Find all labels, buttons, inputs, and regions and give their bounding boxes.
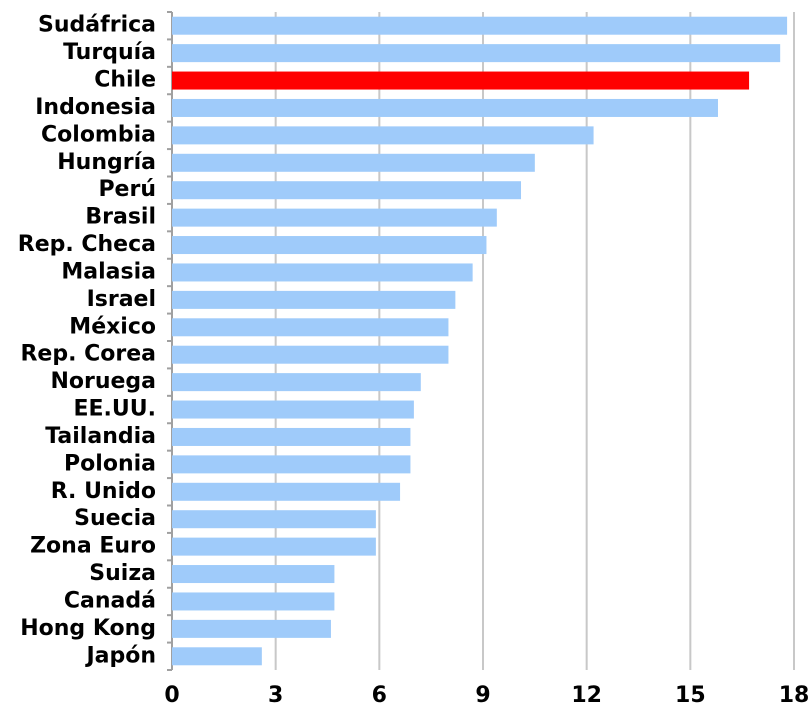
x-tick-label: 15 <box>675 683 706 708</box>
bar <box>172 208 497 227</box>
x-tick-label: 0 <box>164 683 179 708</box>
bar <box>172 236 487 255</box>
y-tick-label: Perú <box>98 177 156 202</box>
y-tick-label: Malasia <box>61 259 156 284</box>
bar <box>172 427 411 446</box>
bar <box>172 263 473 282</box>
y-tick-label: EE.UU. <box>74 397 157 422</box>
bar <box>172 345 449 364</box>
x-tick-label: 12 <box>571 683 602 708</box>
y-tick-label: Polonia <box>64 451 156 476</box>
bar <box>172 592 335 611</box>
y-tick-label: Canadá <box>64 588 156 613</box>
bar <box>172 181 522 200</box>
y-tick-label: México <box>69 314 156 339</box>
y-tick-label: Rep. Corea <box>20 342 156 367</box>
y-tick-label: Indonesia <box>35 95 156 120</box>
bar <box>172 98 718 117</box>
x-tick-label: 18 <box>779 683 810 708</box>
y-tick-label: Colombia <box>41 122 156 147</box>
bar <box>172 455 411 474</box>
y-tick-label: Noruega <box>50 369 156 394</box>
bar <box>172 126 594 145</box>
bar <box>172 153 535 172</box>
bar <box>172 619 331 638</box>
y-tick-label: Israel <box>87 287 156 312</box>
bar <box>172 647 262 666</box>
bar <box>172 565 335 584</box>
bar <box>172 373 421 392</box>
bar <box>172 71 750 90</box>
y-tick-label: Tailandia <box>45 424 156 449</box>
x-tick-label: 6 <box>372 683 387 708</box>
y-tick-label: Zona Euro <box>30 534 156 559</box>
y-tick-label: R. Unido <box>51 479 156 504</box>
bar <box>172 16 788 35</box>
x-tick-label: 3 <box>268 683 283 708</box>
y-tick-label: Turquía <box>63 40 156 65</box>
y-tick-label: Brasil <box>85 205 156 230</box>
bar <box>172 537 376 556</box>
bar <box>172 318 449 337</box>
bar <box>172 290 456 309</box>
y-tick-label: Hungría <box>57 150 156 175</box>
y-tick-label: Hong Kong <box>20 616 156 641</box>
bar <box>172 510 376 529</box>
bar <box>172 482 401 501</box>
y-tick-label: Sudáfrica <box>38 13 156 38</box>
y-tick-label: Chile <box>94 68 156 93</box>
bar <box>172 400 414 419</box>
y-tick-label: Japón <box>84 643 156 668</box>
y-tick-label: Suiza <box>89 561 156 586</box>
bar <box>172 44 781 63</box>
y-tick-label: Suecia <box>74 506 156 531</box>
x-tick-label: 9 <box>475 683 490 708</box>
y-tick-label: Rep. Checa <box>18 232 156 257</box>
